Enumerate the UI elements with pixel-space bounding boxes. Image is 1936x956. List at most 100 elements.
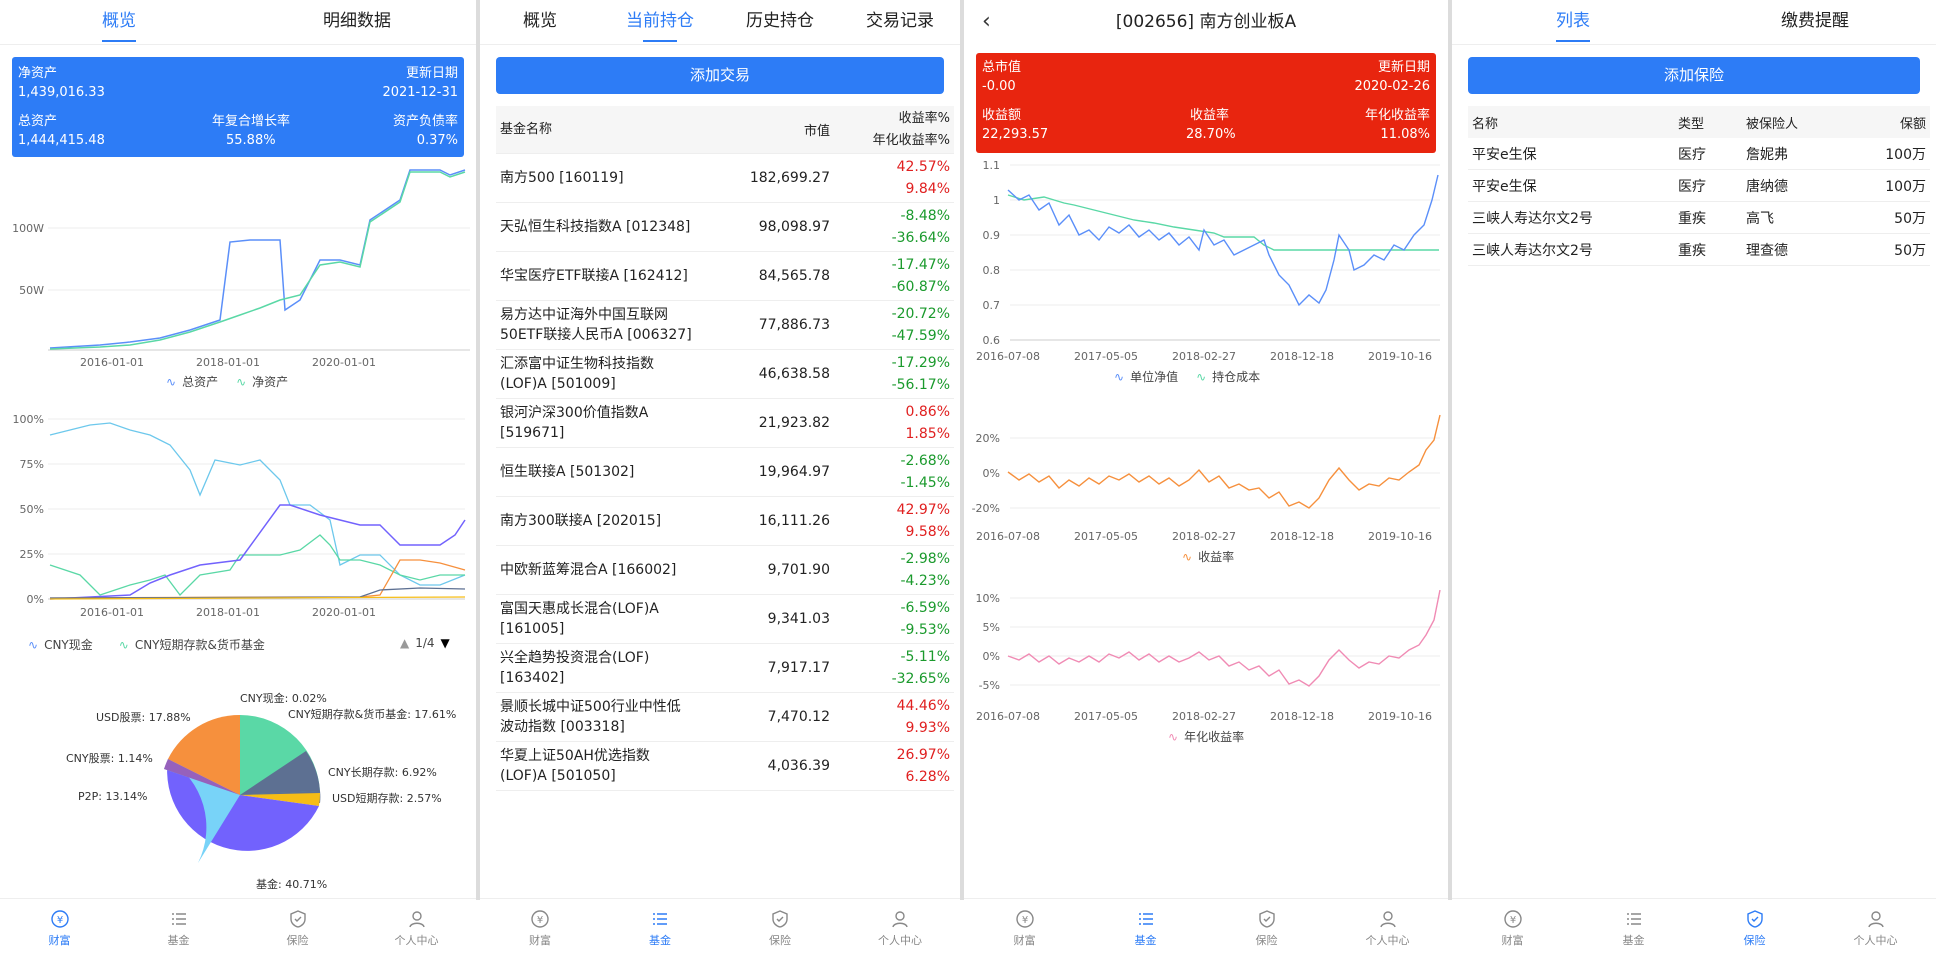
table-row[interactable]: 中欧新蓝筹混合A [166002] 9,701.90 -2.98% -4.23% — [496, 546, 954, 595]
annual-return-rate: -47.59% — [891, 328, 950, 344]
x-tick: 2019-10-16 — [1368, 350, 1432, 363]
page-title: [002656] 南方创业板A — [1115, 12, 1297, 32]
table-row[interactable]: 天弘恒生科技指数A [012348] 98,098.97 -8.48% -36.64% — [496, 203, 954, 252]
x-tick: 2017-05-05 — [1074, 530, 1138, 543]
insurance-screen: 列表 缴费提醒 添加保险 名称 类型 被保险人 保额 平安e生保 医疗 詹妮弗 100… — [1452, 0, 1936, 956]
table-row[interactable]: 银河沪深300价值指数A [519671] 21,923.82 0.86% 1.85% — [496, 399, 954, 448]
bottom-nav: ¥ 财富 基金 保险 个人中心 — [0, 898, 476, 956]
user-icon — [408, 911, 425, 928]
chart2-legend: ∿ CNY现金 ∿ CNY短期存款&货币基金 — [28, 636, 265, 653]
pie-label: P2P: 13.14% — [78, 790, 147, 803]
back-chevron-icon[interactable]: ‹ — [982, 9, 991, 34]
table-row[interactable]: 兴全趋势投资混合(LOF) [163402] 7,917.17 -5.11% -32.6… — [496, 644, 954, 693]
table-row[interactable]: 富国天惠成长混合(LOF)A [161005] 9,341.03 -6.59% -9.5… — [496, 595, 954, 644]
tab-detail-data[interactable]: 明细数据 — [323, 11, 391, 31]
nav-wealth[interactable]: ¥ 财富 — [480, 899, 600, 956]
nav-fund[interactable]: 基金 — [119, 899, 238, 956]
y-tick: 0.6 — [983, 334, 1001, 347]
fund-name-line1: 易方达中证海外中国互联网 — [500, 307, 668, 323]
bottom-nav: ¥ 财富 基金 保险 个人中心 — [1452, 898, 1936, 956]
shield-icon — [289, 910, 306, 928]
table-row[interactable]: 三峡人寿达尔文2号 重疾 高飞 50万 — [1468, 202, 1930, 234]
shield-icon — [1746, 910, 1763, 928]
series-line — [49, 422, 466, 586]
asset-line-chart: 100W 50W 2016-01-01 2018-01-01 2020-01-0… — [12, 169, 470, 369]
nav-insurance[interactable]: 保险 — [720, 899, 840, 956]
fund-holdings-screen: 概览 当前持仓 历史持仓 交易记录 添加交易 基金名称 市值 收益率% 年化收益率… — [480, 0, 960, 956]
x-tick: 2018-12-18 — [1270, 350, 1334, 363]
nav-profile[interactable]: 个人中心 — [840, 899, 960, 956]
screen-divider — [476, 0, 480, 900]
y-tick: 0.8 — [983, 264, 1001, 277]
return-cell: 44.46% 9.93% — [838, 695, 954, 739]
table-row[interactable]: 平安e生保 医疗 詹妮弗 100万 — [1468, 138, 1930, 170]
wave-icon: ∿ — [166, 374, 177, 389]
pager-text: 1/4 — [415, 636, 435, 650]
annual-return-rate: 9.58% — [905, 524, 950, 540]
top-tabs: 概览 明细数据 — [0, 0, 476, 45]
add-insurance-button[interactable]: 添加保险 — [1468, 57, 1920, 94]
market-value: 19,964.97 — [758, 464, 830, 480]
tab-history-holdings[interactable]: 历史持仓 — [746, 11, 814, 31]
table-row[interactable]: 南方300联接A [202015] 16,111.26 42.97% 9.58% — [496, 497, 954, 546]
nav-profile[interactable]: 个人中心 — [1815, 899, 1936, 956]
y-tick: -20% — [972, 502, 1000, 515]
tab-current-holdings[interactable]: 当前持仓 — [600, 0, 720, 44]
table-row[interactable]: 汇添富中证生物科技指数 (LOF)A [501009] 46,638.58 -17.2… — [496, 350, 954, 399]
tab-transactions[interactable]: 交易记录 — [866, 11, 934, 31]
table-row[interactable]: 景顺长城中证500行业中性低 波动指数 [003318] 7,470.12 44.46… — [496, 693, 954, 742]
nav-fund[interactable]: 基金 — [1573, 899, 1694, 956]
add-transaction-button[interactable]: 添加交易 — [496, 57, 944, 94]
x-tick: 2018-01-01 — [196, 606, 260, 619]
legend-cny-cash: CNY现金 — [44, 638, 93, 652]
return-rate: -2.98% — [900, 551, 950, 567]
nav-label: 保险 — [769, 934, 791, 947]
nav-wealth[interactable]: ¥ 财富 — [1452, 899, 1573, 956]
policy-type: 医疗 — [1678, 146, 1706, 163]
table-body: 平安e生保 医疗 詹妮弗 100万 平安e生保 医疗 唐纳德 100万 三峡人寿达尔文2号 重疾高… — [1468, 138, 1930, 266]
svg-text:¥: ¥ — [1509, 915, 1515, 926]
tab-overview[interactable]: 概览 — [0, 0, 238, 44]
fund-name: 银河沪深300价值指数A [519671] — [496, 403, 718, 443]
y-tick: 5% — [983, 621, 1000, 634]
return-label: 收益率 — [1190, 108, 1230, 123]
nav-wealth[interactable]: ¥ 财富 — [0, 899, 119, 956]
y-tick: 20% — [976, 432, 1000, 445]
nav-insurance[interactable]: 保险 — [1694, 899, 1815, 956]
nav-bar: ‹ [002656] 南方创业板A — [964, 0, 1448, 45]
fund-name: 兴全趋势投资混合(LOF) [163402] — [496, 648, 718, 688]
tab-overview[interactable]: 概览 — [523, 11, 557, 31]
nav-label: 财富 — [529, 934, 551, 947]
tab-payment-reminder[interactable]: 缴费提醒 — [1781, 11, 1849, 31]
nav-wealth[interactable]: ¥ 财富 — [964, 899, 1085, 956]
pager-down-icon[interactable]: ▼ — [440, 636, 450, 650]
table-row[interactable]: 华夏上证50AH优选指数 (LOF)A [501050] 4,036.39 26.97… — [496, 742, 954, 791]
x-tick: 2018-02-27 — [1172, 710, 1236, 723]
top-tabs: 列表 缴费提醒 — [1452, 0, 1936, 45]
return-line-chart: 20% 0% -20% 2016-07-08 2017-05-05 2018-0… — [972, 414, 1441, 543]
series-line — [49, 534, 465, 596]
profit-value: 22,293.57 — [982, 127, 1049, 142]
wave-icon: ∿ — [1168, 729, 1179, 744]
nav-insurance[interactable]: 保险 — [238, 899, 357, 956]
pager-up-icon[interactable]: ▲ — [400, 636, 410, 650]
table-row[interactable]: 南方500 [160119] 182,699.27 42.57% 9.84% — [496, 154, 954, 203]
nav-fund[interactable]: 基金 — [600, 899, 720, 956]
y-tick: 1.1 — [983, 159, 1001, 172]
table-row[interactable]: 平安e生保 医疗 唐纳德 100万 — [1468, 170, 1930, 202]
table-row[interactable]: 三峡人寿达尔文2号 重疾 理查德 50万 — [1468, 234, 1930, 266]
legend-annual-return: 年化收益率 — [1184, 730, 1245, 744]
nav-insurance[interactable]: 保险 — [1206, 899, 1327, 956]
nav-profile[interactable]: 个人中心 — [1327, 899, 1448, 956]
table-row[interactable]: 恒生联接A [501302] 19,964.97 -2.68% -1.45% — [496, 448, 954, 497]
return-cell: 42.97% 9.58% — [838, 499, 954, 543]
table-row[interactable]: 华宝医疗ETF联接A [162412] 84,565.78 -17.47% -60.8… — [496, 252, 954, 301]
table-row[interactable]: 易方达中证海外中国互联网 50ETF联接人民币A [006327] 77,886.7… — [496, 301, 954, 350]
tab-list[interactable]: 列表 — [1452, 0, 1694, 44]
series-line — [49, 596, 466, 600]
fund-name: 汇添富中证生物科技指数 (LOF)A [501009] — [496, 354, 718, 394]
nav-profile[interactable]: 个人中心 — [357, 899, 476, 956]
fund-name-line2: [519671] — [500, 425, 565, 441]
nav-fund[interactable]: 基金 — [1085, 899, 1206, 956]
return-rate: -6.59% — [900, 600, 950, 616]
